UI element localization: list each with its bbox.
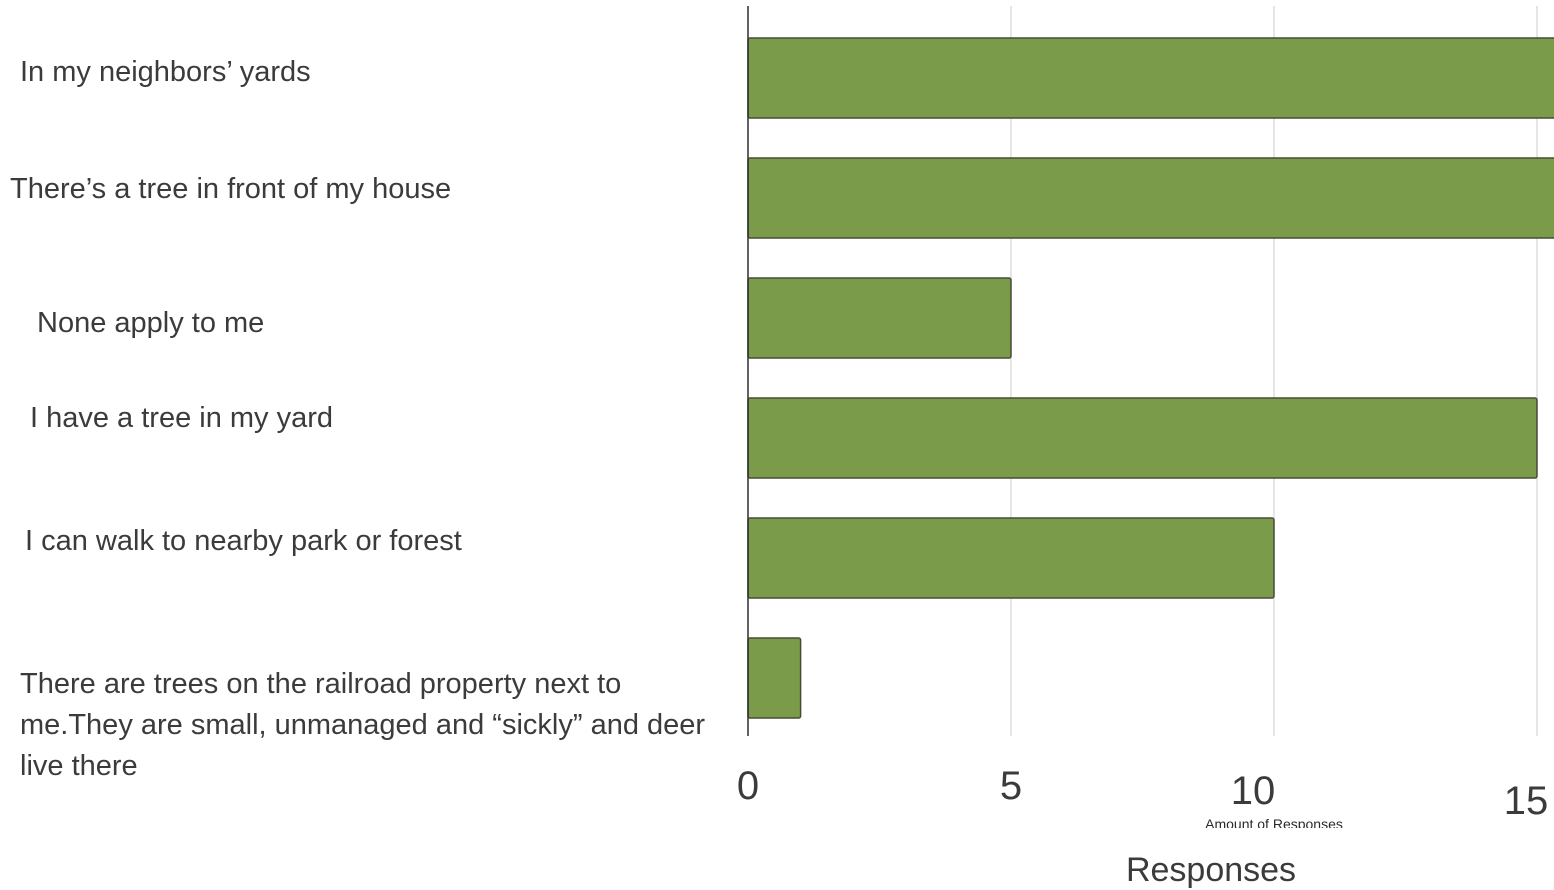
category-label-neighbors-yards: In my neighbors’ yards [20, 56, 311, 88]
gridlines [1010, 6, 1538, 736]
x-tick-label-10: 10 [1230, 769, 1276, 813]
bar-0 [747, 37, 1554, 119]
category-label-none-apply: None apply to me [37, 307, 265, 339]
bar-1 [747, 157, 1554, 239]
x-axis-secondary-title: Amount of Responses [1205, 817, 1343, 828]
x-axis-title: Responses [1125, 851, 1297, 889]
x-tick-label-15: 15 [1503, 779, 1549, 823]
bars [747, 37, 1554, 719]
category-label-tree-my-yard: I have a tree in my yard [30, 402, 334, 434]
category-label-railroad-trees: There are trees on the railroad property… [20, 668, 706, 782]
bar-2 [747, 277, 1012, 359]
category-label-tree-front-house: There’s a tree in front of my house [10, 173, 452, 205]
bar-4 [747, 517, 1275, 599]
bar-3 [747, 397, 1538, 479]
category-label-walk-park-forest: I can walk to nearby park or forest [25, 525, 462, 557]
x-tick-label-0: 0 [736, 764, 760, 808]
bar-5 [747, 637, 802, 719]
x-tick-label-5: 5 [999, 764, 1023, 808]
